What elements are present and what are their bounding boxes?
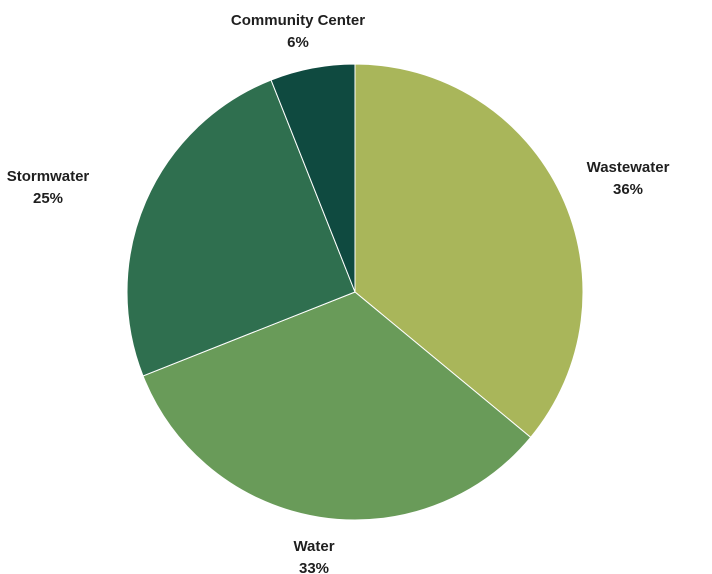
slice-name-label-community-center: Community Center xyxy=(231,12,365,29)
slice-wastewater xyxy=(354,63,584,439)
slice-stormwater xyxy=(126,79,356,377)
slice-name-label-water: Water xyxy=(293,538,334,555)
slice-value-label-wastewater: 36% xyxy=(613,181,643,198)
slice-name-label-stormwater: Stormwater xyxy=(7,168,90,185)
slice-community-center xyxy=(270,63,356,293)
slice-value-label-water: 33% xyxy=(299,560,329,574)
slice-name-label-wastewater: Wastewater xyxy=(587,159,670,176)
slice-value-label-community-center: 6% xyxy=(287,34,309,51)
pie-labels: Wastewater 36% Water 33% Stormwater 25% Commun… xyxy=(7,12,670,574)
slice-water xyxy=(142,291,532,521)
pie-slices xyxy=(126,63,584,521)
slice-value-label-stormwater: 25% xyxy=(33,190,63,207)
